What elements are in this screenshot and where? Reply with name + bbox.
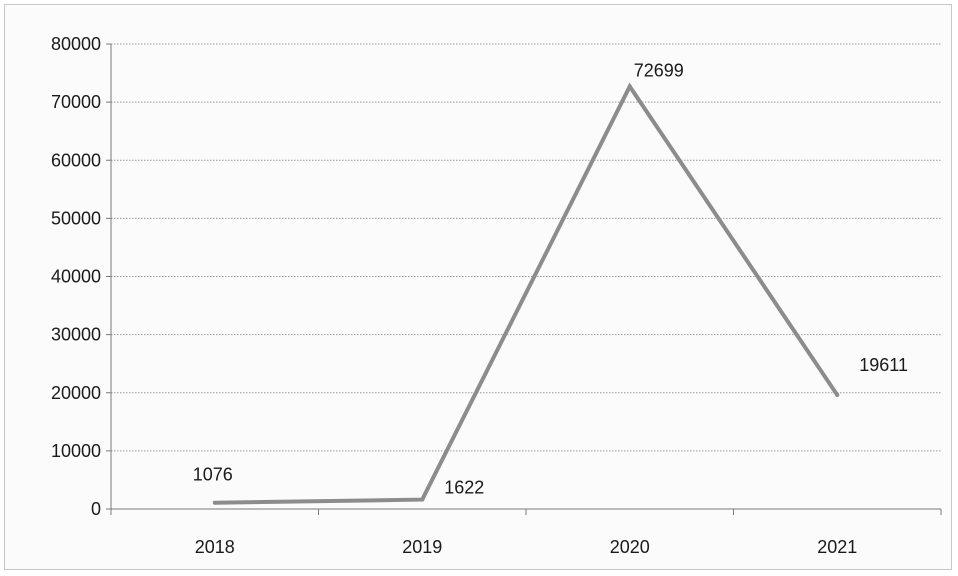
x-tick-label: 2019: [402, 537, 442, 557]
y-tick-label: 60000: [51, 150, 101, 170]
data-point: [627, 84, 632, 89]
line-chart: 0 10000 20000 30000 40000 50000 60000 70000 8000…: [51, 34, 942, 557]
x-tick-label: 2021: [817, 537, 857, 557]
label-layer: 1076 1622 72699 19611: [193, 60, 908, 497]
data-label: 19611: [859, 355, 908, 375]
grid-layer: [111, 43, 941, 452]
series-line: [214, 82, 839, 505]
data-label: 72699: [634, 60, 684, 80]
series-layer: [212, 82, 840, 505]
x-tick-label: 2018: [195, 537, 235, 557]
data-label: 1076: [193, 465, 233, 485]
data-label: 1622: [444, 478, 484, 498]
x-tick-label: 2020: [610, 537, 650, 557]
y-tick-label: 50000: [51, 208, 101, 228]
axis-layer: 0 10000 20000 30000 40000 50000 60000 70000 8000…: [51, 34, 942, 557]
y-tick-label: 80000: [51, 34, 101, 54]
y-tick-label: 0: [91, 499, 101, 519]
y-tick-label: 20000: [51, 383, 101, 403]
data-point: [212, 500, 217, 505]
y-tick-label: 30000: [51, 325, 101, 345]
data-point: [420, 497, 425, 502]
y-tick-label: 40000: [51, 267, 101, 287]
data-point: [835, 393, 840, 398]
chart-frame: 0 10000 20000 30000 40000 50000 60000 70000 8000…: [4, 4, 952, 570]
y-tick-label: 70000: [51, 92, 101, 112]
y-tick-label: 10000: [51, 441, 101, 461]
